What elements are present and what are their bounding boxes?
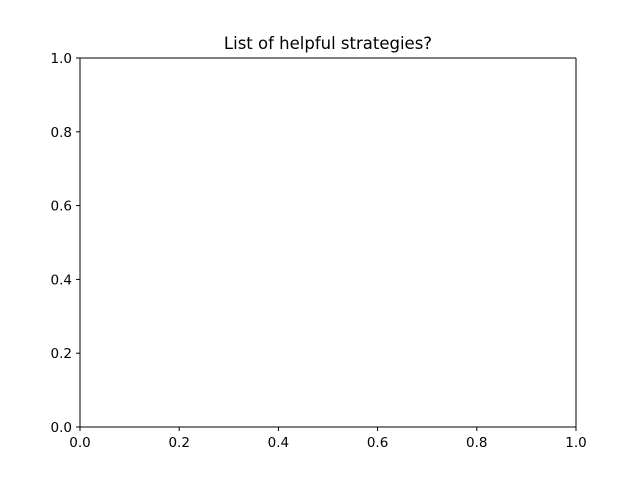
y-tick-label: 0.8 — [51, 125, 72, 141]
x-tick-label: 0.0 — [69, 435, 90, 451]
y-tick-label: 0.0 — [51, 420, 72, 436]
x-tick-label: 0.2 — [168, 435, 189, 451]
y-tick-label: 0.4 — [51, 272, 72, 288]
y-tick-label: 1.0 — [51, 51, 72, 67]
y-tick-label: 0.2 — [51, 346, 72, 362]
x-tick-label: 0.4 — [268, 435, 289, 451]
x-tick-label: 1.0 — [565, 435, 586, 451]
chart-title: List of helpful strategies? — [224, 34, 432, 53]
x-tick-label: 0.8 — [466, 435, 487, 451]
x-axis-ticks: 0.0 0.2 0.4 0.6 0.8 1.0 — [69, 427, 587, 451]
x-tick-label: 0.6 — [367, 435, 388, 451]
y-tick-label: 0.6 — [51, 199, 72, 215]
axes-frame — [79, 57, 577, 428]
plot-area — [80, 58, 576, 427]
y-axis-ticks: 0.0 0.2 0.4 0.6 0.8 1.0 — [51, 51, 80, 436]
